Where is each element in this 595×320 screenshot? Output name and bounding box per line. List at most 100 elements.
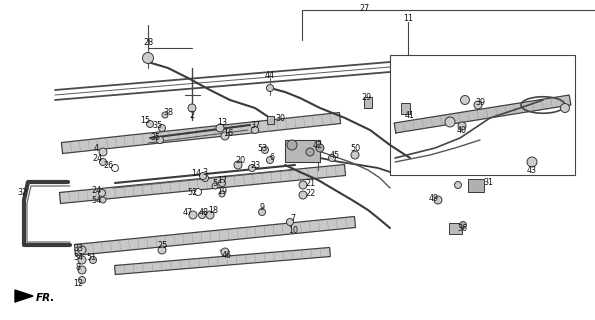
- Text: 20: 20: [235, 156, 245, 164]
- Text: 47: 47: [183, 207, 193, 217]
- Text: 28: 28: [143, 37, 153, 46]
- Text: 36: 36: [457, 223, 467, 233]
- Circle shape: [78, 256, 86, 264]
- Circle shape: [221, 132, 229, 140]
- Circle shape: [306, 148, 314, 156]
- Circle shape: [261, 147, 268, 154]
- Circle shape: [351, 151, 359, 159]
- Circle shape: [99, 189, 105, 196]
- Text: 4: 4: [93, 143, 99, 153]
- Text: 42: 42: [313, 140, 323, 149]
- Text: 46: 46: [222, 251, 232, 260]
- Circle shape: [252, 126, 258, 133]
- Circle shape: [221, 248, 229, 256]
- Circle shape: [219, 191, 225, 197]
- Text: 16: 16: [223, 129, 233, 138]
- Text: 17: 17: [217, 175, 227, 185]
- Text: 32: 32: [17, 188, 27, 196]
- Text: 50: 50: [350, 143, 360, 153]
- Text: 48: 48: [199, 207, 209, 217]
- Circle shape: [156, 137, 164, 143]
- Circle shape: [78, 266, 86, 274]
- Text: 54: 54: [91, 196, 101, 204]
- Text: 25: 25: [157, 241, 167, 250]
- Circle shape: [316, 144, 324, 152]
- Circle shape: [158, 246, 166, 254]
- Circle shape: [189, 211, 197, 219]
- Circle shape: [560, 103, 569, 113]
- Circle shape: [258, 209, 265, 215]
- Bar: [449, 222, 462, 234]
- Text: 15: 15: [140, 116, 150, 124]
- Text: 44: 44: [265, 70, 275, 79]
- Text: 24: 24: [92, 154, 102, 163]
- Circle shape: [206, 211, 214, 219]
- Circle shape: [195, 188, 202, 196]
- Circle shape: [99, 148, 107, 156]
- Text: 6: 6: [270, 153, 274, 162]
- Circle shape: [299, 191, 307, 199]
- Circle shape: [458, 122, 466, 130]
- Polygon shape: [60, 164, 346, 204]
- Text: 33: 33: [73, 244, 83, 252]
- Circle shape: [212, 183, 218, 189]
- Text: 13: 13: [217, 117, 227, 126]
- Bar: [364, 97, 372, 108]
- Text: 37: 37: [250, 121, 260, 130]
- Circle shape: [218, 180, 226, 187]
- Circle shape: [299, 181, 307, 189]
- Text: 40: 40: [457, 125, 467, 134]
- Circle shape: [287, 219, 293, 226]
- Bar: [390, 55, 575, 175]
- Circle shape: [216, 124, 224, 132]
- Text: 30: 30: [275, 114, 285, 123]
- Text: 12: 12: [73, 278, 83, 287]
- Text: 8: 8: [76, 263, 80, 273]
- Bar: [468, 179, 484, 191]
- Polygon shape: [74, 217, 356, 255]
- Circle shape: [445, 117, 455, 127]
- Text: 21: 21: [305, 179, 315, 188]
- Circle shape: [100, 197, 106, 203]
- Bar: [267, 116, 274, 124]
- Circle shape: [202, 174, 208, 181]
- Text: 35: 35: [150, 132, 160, 141]
- Text: 34: 34: [73, 253, 83, 262]
- Text: 23: 23: [250, 161, 260, 170]
- Text: 52: 52: [187, 188, 197, 196]
- Bar: [285, 140, 320, 162]
- Circle shape: [267, 84, 274, 92]
- Circle shape: [287, 140, 297, 150]
- Polygon shape: [394, 95, 571, 133]
- Circle shape: [461, 95, 469, 105]
- Text: 27: 27: [360, 4, 370, 12]
- Text: 2: 2: [189, 110, 195, 119]
- Text: 18: 18: [208, 205, 218, 214]
- Text: 53: 53: [257, 143, 267, 153]
- Text: 35: 35: [152, 121, 162, 130]
- Text: 22: 22: [305, 188, 315, 197]
- Text: 45: 45: [330, 150, 340, 159]
- Circle shape: [199, 212, 205, 219]
- Text: 5: 5: [212, 179, 218, 188]
- Circle shape: [111, 164, 118, 172]
- Text: 43: 43: [527, 165, 537, 174]
- Text: 49: 49: [429, 194, 439, 203]
- Polygon shape: [15, 290, 33, 302]
- Circle shape: [99, 158, 107, 165]
- Bar: [400, 102, 409, 114]
- Text: FR.: FR.: [36, 293, 55, 303]
- Circle shape: [188, 104, 196, 112]
- Circle shape: [162, 112, 168, 118]
- Text: 31: 31: [483, 178, 493, 187]
- Text: 11: 11: [403, 13, 413, 22]
- Circle shape: [79, 276, 86, 284]
- Circle shape: [455, 181, 462, 188]
- Circle shape: [89, 257, 96, 263]
- Circle shape: [142, 52, 154, 63]
- Text: 19: 19: [217, 187, 227, 196]
- Text: 3: 3: [202, 167, 208, 177]
- Circle shape: [234, 161, 242, 169]
- Text: 29: 29: [362, 92, 372, 101]
- Polygon shape: [61, 113, 340, 154]
